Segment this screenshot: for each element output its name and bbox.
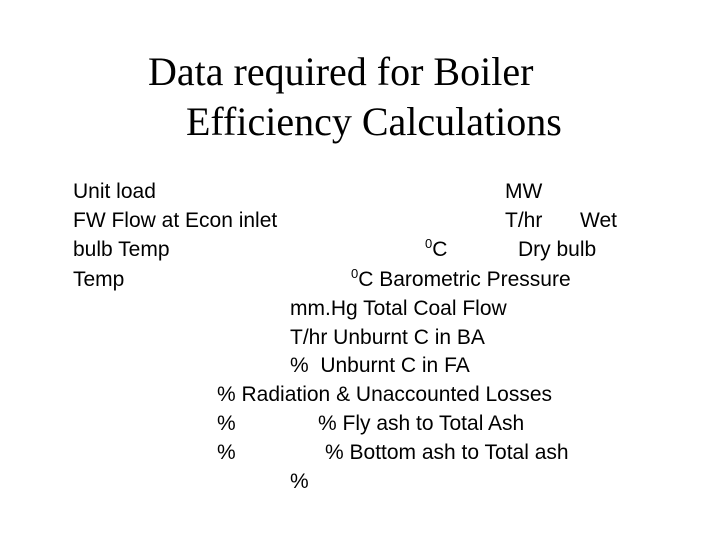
fragment: % Radiation & Unaccounted Losses <box>217 383 553 406</box>
fragment: mm.Hg Total Coal Flow <box>290 297 507 320</box>
fragment: Dry bulb <box>518 238 597 261</box>
superscript: 0 <box>351 266 359 281</box>
fragment: 0C Barometric Pressure <box>351 266 571 291</box>
superscript: 0 <box>425 236 433 251</box>
fragment: Unit load <box>73 180 156 203</box>
fragment: T/hr Unburnt C in BA <box>290 326 485 349</box>
fragment: FW Flow at Econ inlet <box>73 209 278 232</box>
fragment: bulb Temp <box>73 238 170 261</box>
fragment: Wet <box>580 209 617 232</box>
fragment: % <box>217 412 236 435</box>
fragment: T/hr <box>505 209 543 232</box>
fragment-text: C Barometric Pressure <box>358 268 571 291</box>
fragment: % <box>217 441 236 464</box>
fragment-text: C <box>432 238 448 261</box>
fragment: % Unburnt C in FA <box>290 354 470 377</box>
fragment: Temp <box>73 268 125 291</box>
fragment: 0C <box>425 236 448 261</box>
title-line: Efficiency Calculations <box>186 99 562 144</box>
fragment: % Bottom ash to Total ash <box>325 441 569 464</box>
fragment: % Fly ash to Total Ash <box>318 412 525 435</box>
fragment: % <box>290 470 309 493</box>
fragment: MW <box>505 180 543 203</box>
title-line: Data required for Boiler <box>148 49 534 94</box>
